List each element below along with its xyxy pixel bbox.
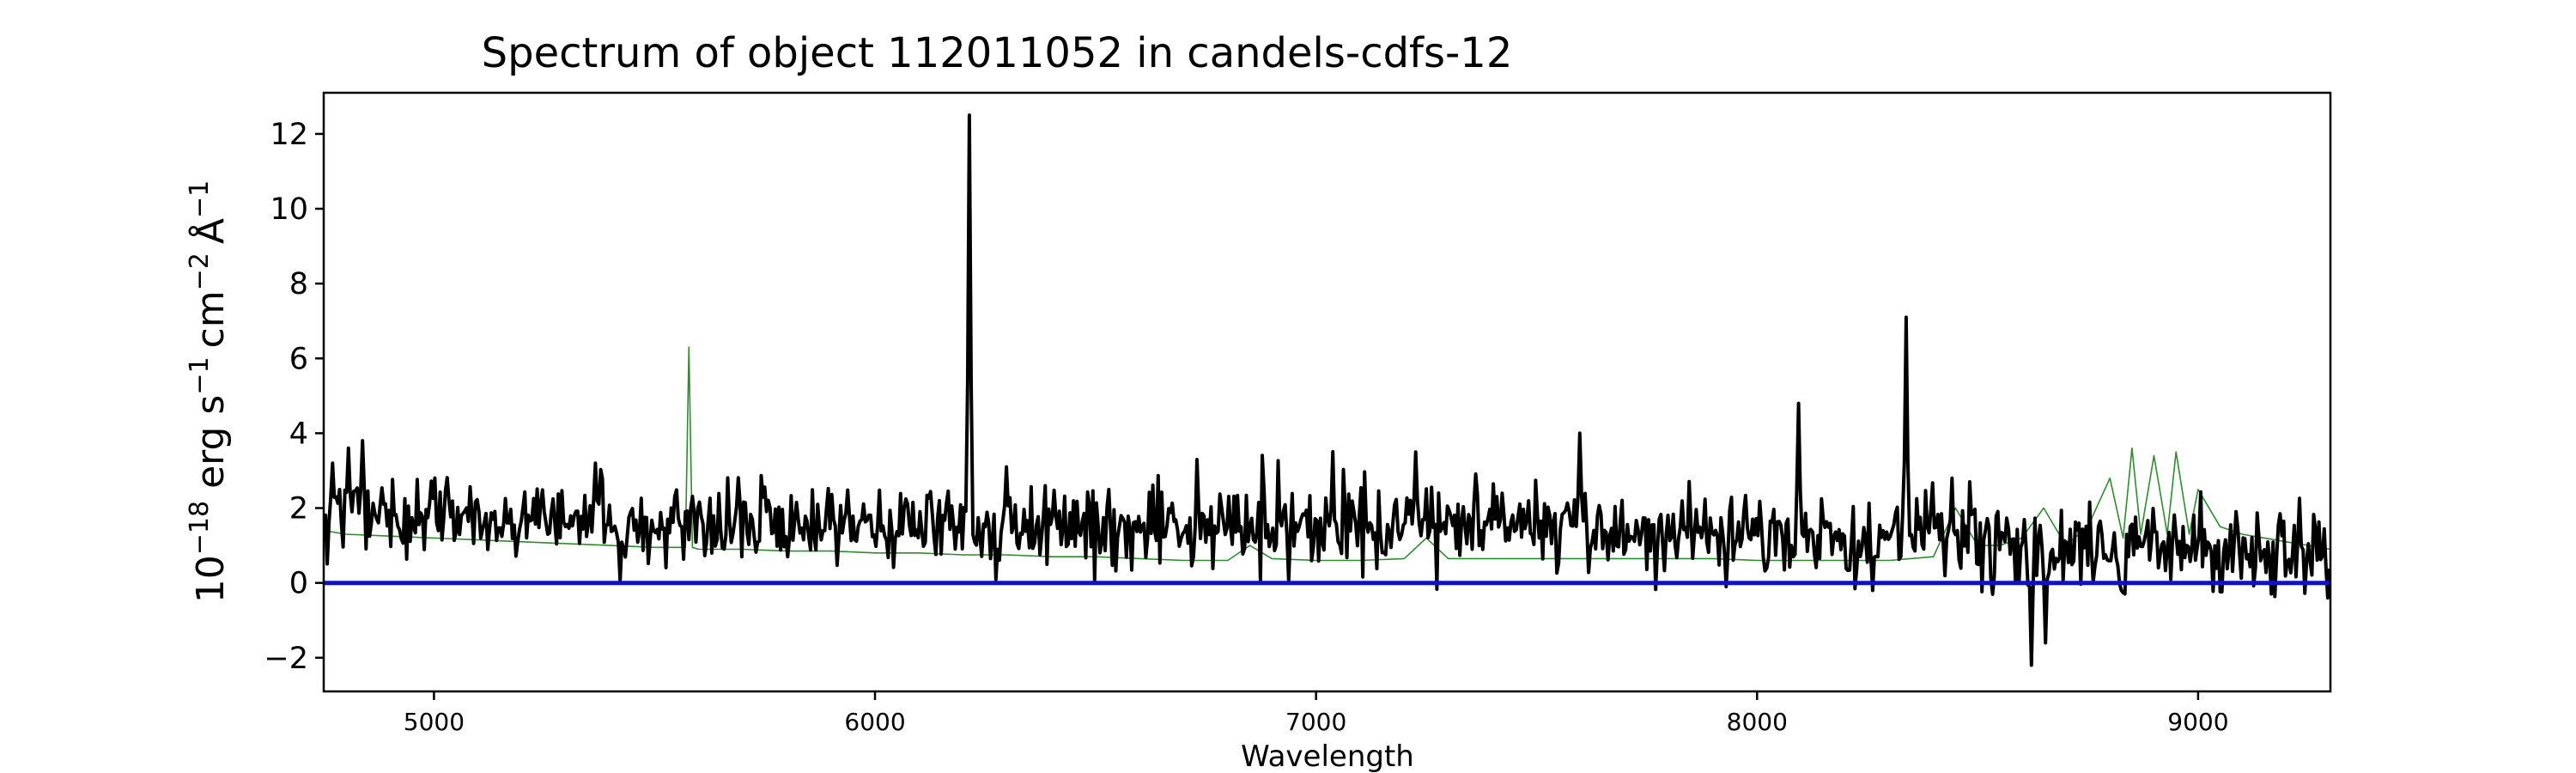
chart-title: Spectrum of object 112011052 in candels-… bbox=[482, 29, 1513, 77]
x-tick-label: 5000 bbox=[404, 708, 465, 736]
y-label-cm: cm bbox=[189, 290, 233, 348]
x-tick-label: 7000 bbox=[1285, 708, 1346, 736]
x-axis-label: Wavelength bbox=[1241, 740, 1414, 773]
y-label-s-exp: −1 bbox=[185, 356, 215, 394]
series-layer bbox=[324, 113, 2330, 667]
y-tick-label: −2 bbox=[264, 642, 308, 676]
y-label-a-exp: −1 bbox=[185, 180, 215, 218]
y-label-angstrom: Å bbox=[187, 218, 233, 244]
y-tick-label: 0 bbox=[289, 567, 308, 601]
y-label-cm-exp: −2 bbox=[185, 253, 215, 290]
y-label-erg: erg s bbox=[189, 395, 233, 489]
x-tick-label: 9000 bbox=[2167, 708, 2228, 736]
y-tick-label: 2 bbox=[289, 492, 308, 526]
y-tick-label: 4 bbox=[289, 417, 308, 451]
x-axis: 5000 6000 7000 8000 9000 bbox=[404, 691, 2229, 736]
series-line-model bbox=[324, 346, 2330, 562]
y-tick-label: 10 bbox=[270, 192, 308, 227]
plot-frame bbox=[322, 91, 2332, 693]
x-tick-label: 6000 bbox=[844, 708, 905, 736]
y-tick-label: 8 bbox=[289, 267, 308, 301]
x-tick-label: 8000 bbox=[1727, 708, 1788, 736]
y-tick-label: 12 bbox=[270, 118, 308, 152]
series-line-flux bbox=[324, 113, 2330, 667]
y-axis-label: 10−18erg s−1cm−2Å−1 bbox=[185, 180, 233, 603]
y-axis: −2 0 2 4 6 8 10 12 bbox=[264, 118, 324, 676]
y-label-base: 10 bbox=[189, 555, 233, 603]
y-tick-label: 6 bbox=[289, 342, 308, 376]
y-label-base-exp: −18 bbox=[185, 501, 215, 555]
